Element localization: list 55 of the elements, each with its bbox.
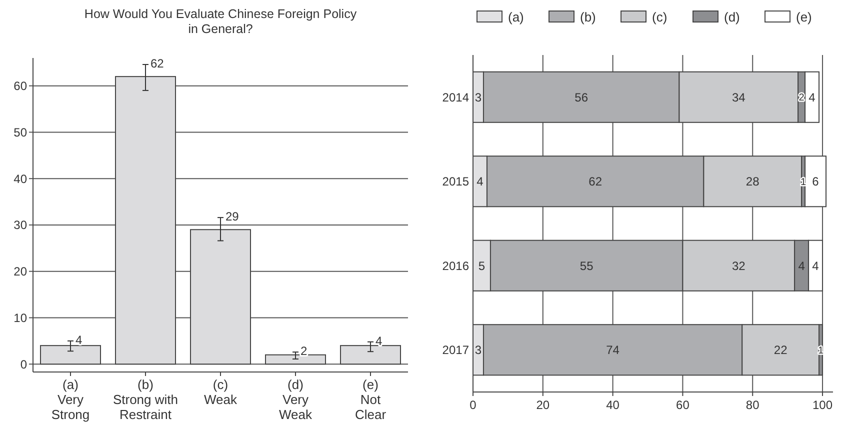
data-label: 56 — [574, 90, 588, 104]
y-tick-label: 20 — [14, 264, 28, 279]
legend-label: (d) — [724, 10, 740, 25]
data-label: 22 — [774, 343, 788, 358]
data-label: 34 — [732, 90, 746, 104]
bar — [340, 345, 401, 365]
x-tick-label: 40 — [606, 398, 620, 412]
data-label: 4 — [812, 258, 820, 273]
bar — [265, 354, 326, 365]
bar — [804, 156, 827, 208]
y-tick-label: 2016 — [442, 258, 470, 273]
legend-label: (b) — [580, 10, 596, 25]
bar — [190, 229, 251, 365]
data-label: 32 — [732, 258, 746, 273]
data-label: 62 — [588, 174, 602, 189]
data-label: 4 — [76, 332, 82, 347]
y-tick-label: 50 — [14, 125, 28, 140]
data-label: 29 — [226, 210, 240, 224]
x-tick-label: (d) Very Weak — [279, 377, 312, 422]
x-tick-label: 20 — [536, 398, 550, 412]
x-tick-label: (b) Strong with Restraint — [112, 377, 178, 422]
data-label: 2 — [798, 92, 805, 104]
x-tick-label: 60 — [676, 398, 690, 412]
y-tick-label: 2014 — [442, 90, 470, 104]
y-tick-label: 10 — [14, 310, 28, 325]
data-label: 5 — [478, 258, 486, 273]
data-label: 4 — [808, 90, 816, 104]
y-tick-label: 40 — [14, 172, 28, 186]
chart-title: How Would You Evaluate Chinese Foreign Policy in General? — [84, 7, 358, 36]
data-label: 3 — [474, 90, 482, 104]
y-tick-label: 60 — [14, 79, 28, 94]
y-tick-label: 2017 — [442, 343, 470, 358]
x-tick-label: 80 — [746, 398, 760, 412]
legend-label: (e) — [796, 10, 812, 25]
data-label: 6 — [812, 174, 820, 189]
y-tick-label: 2015 — [442, 174, 470, 189]
x-tick-label: (c) Weak — [204, 377, 238, 407]
x-tick-label: (a) Very Strong — [51, 377, 90, 422]
y-tick-label: 0 — [20, 357, 28, 372]
data-label: 4 — [798, 258, 806, 273]
data-label: 55 — [580, 258, 594, 273]
x-tick-label: (e) Not Clear — [354, 377, 387, 422]
data-label: 3 — [474, 343, 482, 358]
data-label: 4 — [376, 334, 382, 348]
data-label: 2 — [300, 344, 308, 358]
y-tick-label: 30 — [14, 218, 28, 232]
legend-label: (a) — [508, 10, 524, 25]
data-label: 4 — [476, 174, 484, 189]
data-label: 62 — [150, 56, 164, 70]
data-label: 28 — [746, 174, 760, 189]
bar — [115, 76, 176, 365]
bar — [40, 345, 101, 365]
legend-label: (c) — [652, 10, 668, 25]
data-label: 74 — [606, 343, 620, 358]
x-tick-label: 100 — [812, 398, 833, 412]
